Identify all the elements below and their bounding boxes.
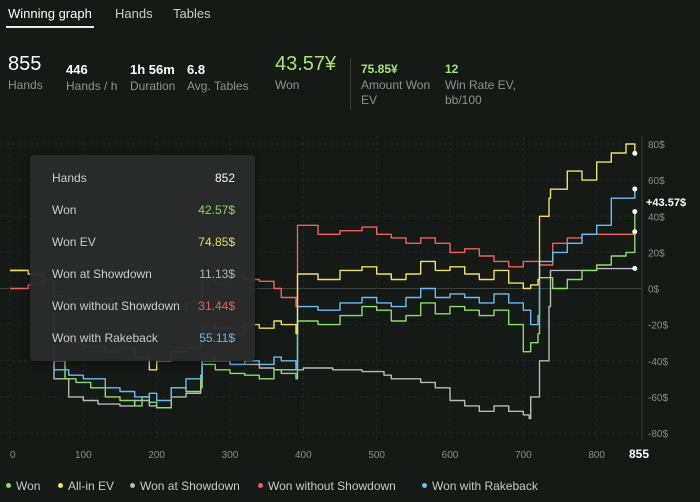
legend-dot-icon [422,483,427,489]
legend-item[interactable]: Won [6,479,40,493]
tooltip-row-label: Hands [52,171,87,185]
y-axis-ticks: 80$ 60$ 40$ 20$ 0$ -20$ -40$ -60$ -80$ [648,140,668,440]
legend-item[interactable]: All-in EV [58,479,114,493]
legend-item[interactable]: Won at Showdown [130,479,240,493]
series-end-dot [632,265,638,271]
legend-dot-icon [130,483,135,489]
stat-amount-won-ev-value: 75.85¥ [361,62,398,76]
stat-win-rate-ev-label-2: bb/100 [445,93,482,107]
x-axis-end-label: 855 [629,447,649,461]
stat-win-rate-ev: 12 Win Rate EV, bb/100 [445,62,516,108]
stat-avg-tables: 6.8 Avg. Tables [187,62,249,94]
chart-series-lines [10,143,636,420]
tooltip-row-label: Won with Rakeback [52,331,158,345]
x-tick-label: 800 [588,450,605,461]
stat-hands-value: 855 [8,53,42,75]
x-tick-label: 400 [295,450,312,461]
tooltip-row-value: 42.57$ [198,203,235,217]
tooltip-row-label: Won [52,203,77,217]
stat-won: 43.57¥ Won [275,53,336,93]
tooltip-row-label: Won without Showdown [52,299,180,313]
stat-hands-per-hour-value: 446 [66,62,88,77]
y-tick-label: 80$ [648,140,665,151]
stat-hands-label: Hands [8,78,43,92]
tab-bar: Winning graph Hands Tables [0,0,700,30]
stat-duration-label: Duration [130,79,176,93]
legend-label: Won [16,479,41,493]
stat-won-label: Won [275,78,300,92]
x-axis-ticks: 0 100 200 300 400 500 600 700 800 [10,450,605,461]
chart-legend: Won All-in EV Won at Showdown Won without S… [0,478,700,498]
y-tick-label: -20$ [648,321,668,332]
x-tick-label: 600 [442,450,459,461]
stat-hands-per-hour: 446 Hands / h [66,62,117,94]
tooltip-row: Won 42.57$ [52,203,235,219]
tooltip-row-value: 74.85$ [198,235,235,249]
tab-hands[interactable]: Hands [115,6,153,21]
series-end-dot [632,150,638,156]
chart-end-dots [632,150,638,271]
stat-amount-won-ev-label-1: Amount Won [361,78,431,92]
tooltip-row-value: 55.11$ [199,331,235,345]
stats-divider [350,58,351,110]
stat-avg-tables-label: Avg. Tables [187,79,249,93]
x-tick-label: 500 [368,450,385,461]
x-tick-label: 200 [148,450,165,461]
legend-dot-icon [258,483,263,489]
stat-won-value: 43.57¥ [275,53,337,75]
legend-item[interactable]: Won without Showdown [258,479,396,493]
series-line-won-with-rakeback [10,189,636,402]
stat-hands: 855 Hands [8,53,43,93]
series-end-dot [632,229,638,235]
y-tick-label: -40$ [648,357,668,368]
x-tick-label: 700 [515,450,532,461]
legend-label: Won at Showdown [140,479,240,493]
legend-dot-icon [58,483,63,489]
tooltip-row-value: 31.44$ [198,299,235,313]
legend-dot-icon [6,483,11,489]
y-tick-label: 0$ [648,285,660,296]
legend-label: Won with Rakeback [432,479,538,493]
tooltip-row-value: 852 [214,171,235,185]
legend-item[interactable]: Won with Rakeback [422,479,538,493]
stat-win-rate-ev-label-1: Win Rate EV, [445,78,516,92]
series-end-dot [632,186,638,192]
tooltip-row-value: 11.13$ [199,267,235,281]
legend-label: Won without Showdown [268,479,396,493]
series-line-won-at-showdown [10,267,636,420]
stat-hands-per-hour-label: Hands / h [66,79,118,93]
active-tab-indicator [6,26,94,28]
stat-amount-won-ev-label-2: EV [361,93,378,107]
x-tick-label: 100 [75,450,92,461]
stat-avg-tables-value: 6.8 [187,62,206,77]
y-tick-label: 20$ [648,248,665,259]
stat-amount-won-ev: 75.85¥ Amount Won EV [361,62,430,108]
stat-duration: 1h 56m Duration [130,62,175,94]
tooltip-row: Won without Showdown 31.44$ [52,299,235,315]
legend-label: All-in EV [68,479,115,493]
x-tick-label: 300 [222,450,239,461]
stat-win-rate-ev-value: 12 [445,62,459,76]
x-tick-label: 0 [10,450,16,461]
tooltip-row: Hands 852 [52,171,235,187]
tooltip-row-label: Won at Showdown [52,267,152,281]
y-tick-label: -80$ [648,429,668,440]
tooltip-row-label: Won EV [52,235,96,249]
end-value-label: +43.57$ [646,197,686,209]
y-tick-label: 60$ [648,176,665,187]
series-end-dot [632,209,638,215]
tab-winning-graph[interactable]: Winning graph [8,6,92,21]
stat-duration-value: 1h 56m [130,62,175,77]
tab-tables[interactable]: Tables [173,6,211,21]
tooltip-row: Won EV 74.85$ [52,235,235,251]
y-tick-label: -60$ [648,393,668,404]
tooltip-row: Won at Showdown 11.13$ [52,267,235,283]
hover-tooltip: Hands 852 Won 42.57$ Won EV 74.85$ Won at Show… [30,155,255,361]
y-tick-label: 40$ [648,212,665,223]
tooltip-row: Won with Rakeback 55.11$ [52,331,235,347]
